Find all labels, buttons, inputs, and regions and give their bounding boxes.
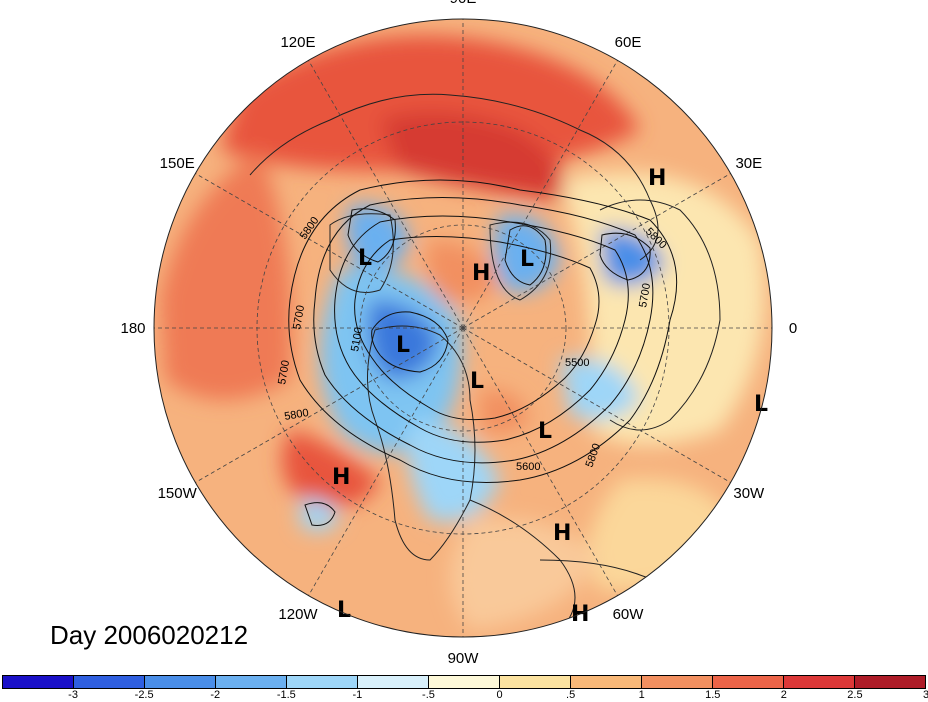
longitude-label: 60E (615, 34, 642, 51)
longitude-label: 30W (733, 485, 765, 502)
height-contours (288, 179, 678, 526)
longitude-label: 90W (448, 650, 480, 667)
colorbar (2, 675, 926, 689)
meridian-line (308, 60, 464, 329)
colorbar-tick-label: -2.5 (134, 689, 154, 701)
low-center-atlantic: L (538, 419, 552, 444)
colorbar-tick-label: 3 (922, 689, 928, 701)
contour-label: 5500 (565, 357, 589, 369)
high-center-caribbean: H (553, 521, 571, 546)
low-center-canada: L (470, 369, 484, 394)
meridian-line (195, 173, 464, 329)
longitude-label: 90E (450, 0, 477, 7)
colorbar-segment (429, 676, 500, 688)
longitude-label: 180 (120, 320, 145, 337)
longitude-label: 150W (158, 485, 198, 502)
contour-label: 5700 (276, 359, 292, 385)
low-center-scandinavia: L (520, 247, 534, 272)
colorbar-tick-label: -2 (210, 689, 221, 701)
colorbar-segment (287, 676, 358, 688)
day-label: Day 2006020212 (50, 620, 249, 650)
high-center-south: H (571, 602, 589, 627)
colorbar-tick-label: 2 (780, 689, 787, 701)
colorbar-tick-label: .5 (566, 689, 576, 701)
low-center-siberia: L (358, 246, 372, 271)
colorbar-segment (571, 676, 642, 688)
meridian-line (462, 327, 618, 596)
colorbar-segment (855, 676, 925, 688)
contour-label: 5800 (283, 407, 309, 423)
longitude-label: 150E (160, 155, 195, 172)
colorbar-segment (642, 676, 713, 688)
colorbar-tick-label: -3 (68, 689, 78, 701)
low-center-southwest: L (337, 598, 351, 623)
colorbar-segment (500, 676, 571, 688)
colorbar-segment (74, 676, 145, 688)
low-center-alaska: L (396, 333, 410, 358)
meridian-line (462, 327, 731, 483)
longitude-label: 120E (280, 34, 315, 51)
longitude-label: 30E (735, 155, 762, 172)
contour-label: 5700 (637, 282, 653, 308)
colorbar-ticks: -3 -2.5 -2 -1.5 -1 -.5 0 .5 1 1.5 2 2.5 3 (2, 689, 928, 702)
continent-outlines (249, 93, 721, 631)
longitude-label-group: 90E 60E 30E 0 30W 60W 90W 120W 150W 180 150E 120E (120, 0, 797, 667)
colorbar-tick-label: -1.5 (276, 689, 296, 701)
colorbar-segment (713, 676, 784, 688)
meridian-line (462, 60, 618, 329)
colorbar-segment (216, 676, 287, 688)
polar-stereographic-map: 5800 5700 5700 5100 5800 5800 5700 5500 … (120, 0, 797, 667)
longitude-label: 0 (789, 320, 797, 337)
longitude-label: 60W (613, 606, 645, 623)
high-center-europe: H (648, 166, 666, 191)
longitude-label: 120W (278, 606, 318, 623)
contour-label: 5600 (516, 461, 540, 473)
meridian-line (195, 327, 464, 483)
pressure-center-group: L L H H L L L L H H L H (332, 166, 768, 627)
contour-label: 5100 (349, 326, 365, 352)
meridian-line (308, 327, 464, 596)
contour-label: 5700 (291, 304, 307, 330)
colorbar-segment (784, 676, 855, 688)
colorbar-segment (3, 676, 74, 688)
colorbar-tick-label: 0 (496, 689, 503, 701)
graticule (154, 19, 772, 637)
meridian-line (462, 173, 731, 329)
map-boundary (153, 18, 773, 638)
colorbar-segment (145, 676, 216, 688)
colorbar-tick-label: 1 (638, 689, 645, 701)
colorbar-tick-label: -1 (352, 689, 363, 701)
high-center-arctic: H (472, 261, 490, 286)
high-center-pacific: H (332, 465, 350, 490)
colorbar-tick-label: -.5 (422, 689, 435, 701)
colorbar-tick-label: 2.5 (847, 689, 863, 701)
colorbar-tick-label: 1.5 (705, 689, 721, 701)
low-center-east: L (754, 392, 768, 417)
colorbar-segment (358, 676, 429, 688)
